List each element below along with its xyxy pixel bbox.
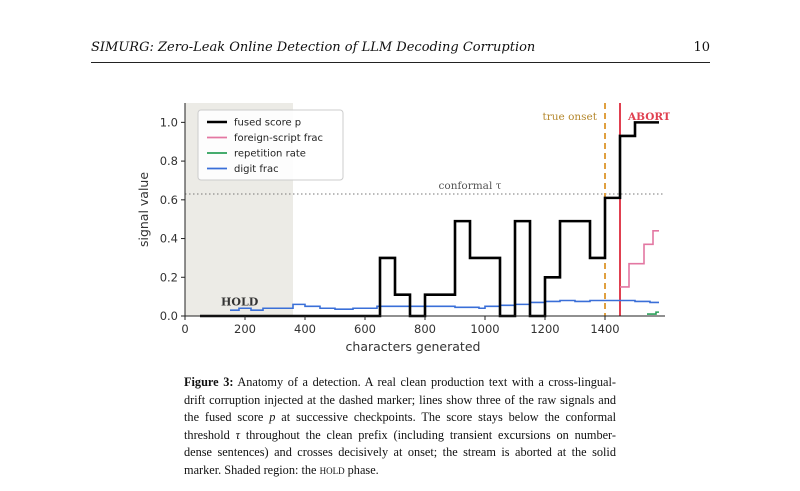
x-tick-label: 200 — [234, 322, 256, 336]
caption-text-2: at successive checkpoints. The score sta… — [184, 410, 617, 442]
page-number: 10 — [693, 40, 710, 55]
x-tick-label: 1200 — [530, 322, 559, 336]
y-tick-label: 1.0 — [160, 115, 178, 129]
figure-3: HOLD conformal τ true onset ABORT 0.0 0.2 0.4 0… — [130, 95, 670, 365]
caption-symbol-p: p — [269, 410, 276, 424]
caption-text-1: Anatomy of a detection. A real clean pro… — [184, 375, 616, 424]
y-tick-label: 0.4 — [160, 232, 178, 246]
x-tick-label: 1000 — [470, 322, 499, 336]
header-rule — [91, 62, 710, 63]
threshold-label: conformal τ — [439, 180, 502, 192]
hold-label: HOLD — [221, 295, 259, 308]
x-tick-label: 0 — [181, 322, 188, 336]
abort-label: ABORT — [627, 111, 670, 123]
caption-text-4: phase. — [344, 462, 379, 477]
y-tick-label: 0.8 — [160, 154, 178, 168]
caption-hold-term: hold — [319, 462, 345, 477]
caption-label: Figure 3: — [184, 375, 234, 389]
y-tick-label: 0.2 — [160, 270, 178, 284]
x-tick-label: 400 — [294, 322, 316, 336]
legend-entry: repetition rate — [234, 149, 306, 160]
y-tick-label: 0.0 — [160, 309, 178, 323]
digit-frac-line — [230, 299, 659, 311]
foreign-script-line — [620, 230, 659, 288]
running-header: SIMURG: Zero-Leak Online Detection of LL… — [91, 40, 710, 60]
onset-label: true onset — [543, 111, 598, 123]
repetition-rate-line — [647, 311, 659, 315]
y-tick-label: 0.6 — [160, 193, 178, 207]
running-title: SIMURG: Zero-Leak Online Detection of LL… — [91, 40, 536, 55]
legend-entry: fused score p — [234, 118, 301, 129]
legend-entry: foreign-script frac — [234, 133, 323, 144]
x-axis-label: characters generated — [346, 339, 481, 354]
detection-chart: HOLD conformal τ true onset ABORT 0.0 0.2 0.4 0… — [136, 103, 670, 354]
x-tick-label: 600 — [354, 322, 376, 336]
fused-score-line — [200, 121, 659, 318]
x-tick-label: 800 — [414, 322, 436, 336]
caption-text-3: throughout the clean prefix (including t… — [184, 427, 616, 477]
legend-box — [197, 109, 344, 181]
figure-caption: Figure 3: Anatomy of a detection. A real… — [184, 374, 616, 479]
legend-entry: digit frac — [234, 164, 279, 175]
y-axis-label: signal value — [136, 172, 151, 247]
x-tick-label: 1400 — [590, 322, 619, 336]
caption-symbol-tau: τ — [235, 427, 241, 442]
